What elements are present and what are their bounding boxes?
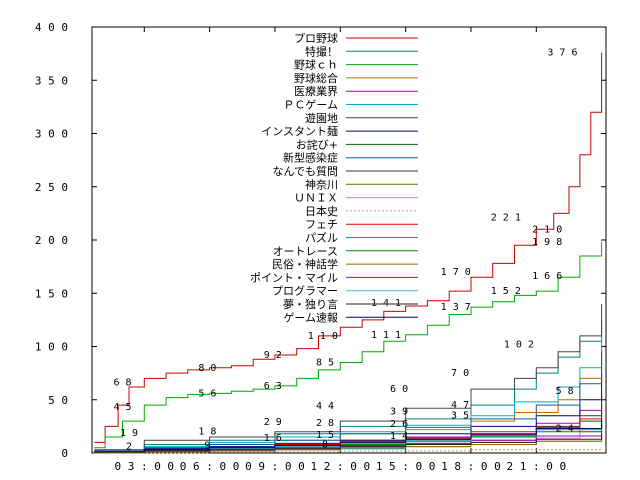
legend-label: なんでも質問 [273,164,338,178]
data-label: 2 1 0 [532,224,562,235]
x-tick-label: 0 9 : 0 0 [245,460,305,473]
legend-label: プログラマー [272,284,338,298]
legend-label: 夢・独り言 [283,298,338,311]
data-label: 4 5 [113,402,131,413]
x-tick-label: 2 1 : 0 0 [507,460,567,473]
series-line [94,52,603,443]
legend-label: オートレース [273,245,338,258]
data-label: 7 0 [451,368,469,379]
data-label: 1 4 1 [371,298,401,309]
legend-label: ポイント・マイル [250,271,338,284]
y-tick-label: 3 5 0 [35,74,68,87]
axis-ticks: 0 5 0 1 0 0 1 5 0 2 0 0 2 5 0 3 0 0 3 5 0 4 0 0 0… [35,21,606,473]
legend-label: パズル [305,231,338,245]
data-label: 1 6 6 [532,271,562,282]
legend-label: 民俗・神話学 [272,257,338,271]
series-line [94,418,603,453]
data-label: 3 7 6 [547,48,577,59]
data-label: 1 1 0 [308,331,338,342]
data-label: 5 8 [556,386,574,397]
x-tick-label: 1 5 : 0 0 [376,460,436,473]
data-label: 1 3 7 [441,302,471,313]
x-tick-label: 1 2 : 0 0 [310,460,370,473]
legend-label: 医療業界 [294,84,338,98]
data-label: 1 5 [316,430,334,441]
data-label: 2 [126,442,132,453]
legend-label: 日本史 [305,204,338,218]
data-label: 1 1 1 [371,330,401,341]
data-label: 1 6 [264,433,282,444]
data-label: 8 5 [316,357,334,368]
data-label: 1 4 [390,431,408,442]
data-label: 1 5 2 [491,286,521,297]
legend-label: フェチ [305,218,338,231]
data-label: 1 8 [198,427,216,438]
y-tick-label: 2 0 0 [35,234,68,247]
series-line [94,242,603,449]
data-label: 3 5 [451,411,469,422]
legend-label: 野球ｃｈ [294,58,338,72]
data-label: 4 7 [451,400,469,411]
data-label: 8 0 [198,363,216,374]
data-label: 2 8 [316,418,334,429]
x-tick-label: 0 3 : 0 0 [114,460,174,473]
data-label: 2 4 [556,424,574,435]
data-label: 6 0 [390,384,408,395]
legend-label: 遊園地 [305,111,338,125]
data-label: 4 4 [316,401,334,412]
data-label: 2 6 [390,419,408,430]
series-line [94,447,603,454]
y-tick-label: 3 0 0 [35,128,68,141]
legend-label: 特撮！ [305,44,338,58]
data-labels: 3 7 6 2 2 1 2 1 0 1 9 8 1 7 0 1 6 6 1 5 2 1 4 1… [113,48,577,453]
legend-label: 新型感染症 [283,151,338,165]
series-line [94,303,603,451]
legend-label: 野球総合 [294,71,338,85]
legend-label: ＰＣゲーム [283,99,338,112]
y-tick-label: 4 0 0 [35,21,68,34]
data-label: 8 [322,439,328,450]
legend-label: 神奈川 [305,177,338,191]
y-tick-label: 0 [61,447,68,460]
legend-label: お詫び+ [296,137,338,151]
data-label: 2 2 1 [491,213,521,224]
y-tick-label: 1 0 0 [35,341,68,354]
data-label: 3 9 [390,406,408,417]
data-label: 9 2 [264,350,282,361]
data-label: 1 0 2 [504,339,534,350]
data-label: 2 9 [264,417,282,428]
series-line [94,433,603,453]
y-tick-label: 1 5 0 [35,287,68,300]
data-label: 6 8 [113,378,131,389]
y-tick-label: 2 5 0 [35,181,68,194]
legend-label: インスタント麺 [261,125,338,138]
y-tick-label: 5 0 [48,394,68,407]
legend-label: ゲーム速報 [283,311,338,324]
x-tick-label: 1 8 : 0 0 [441,460,501,473]
x-tick-label: 0 6 : 0 0 [180,460,240,473]
legend-label: プロ野球 [294,31,338,45]
series-lines [94,52,603,454]
legend-label: ＵＮＩＸ [294,192,338,205]
data-label: 9 [204,441,210,452]
data-label: 5 6 [198,388,216,399]
data-label: 1 7 0 [441,267,471,278]
data-label: 1 9 8 [532,237,562,248]
data-label: 6 3 [264,381,282,392]
legend: プロ野球特撮！野球ｃｈ野球総合医療業界ＰＣゲーム遊園地インスタント麺お詫び+新型… [250,31,418,324]
data-label: 1 9 [120,428,138,439]
